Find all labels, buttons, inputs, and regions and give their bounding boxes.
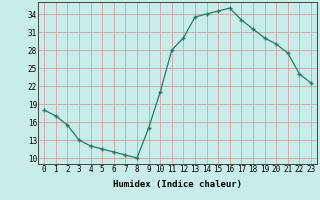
X-axis label: Humidex (Indice chaleur): Humidex (Indice chaleur) xyxy=(113,180,242,189)
